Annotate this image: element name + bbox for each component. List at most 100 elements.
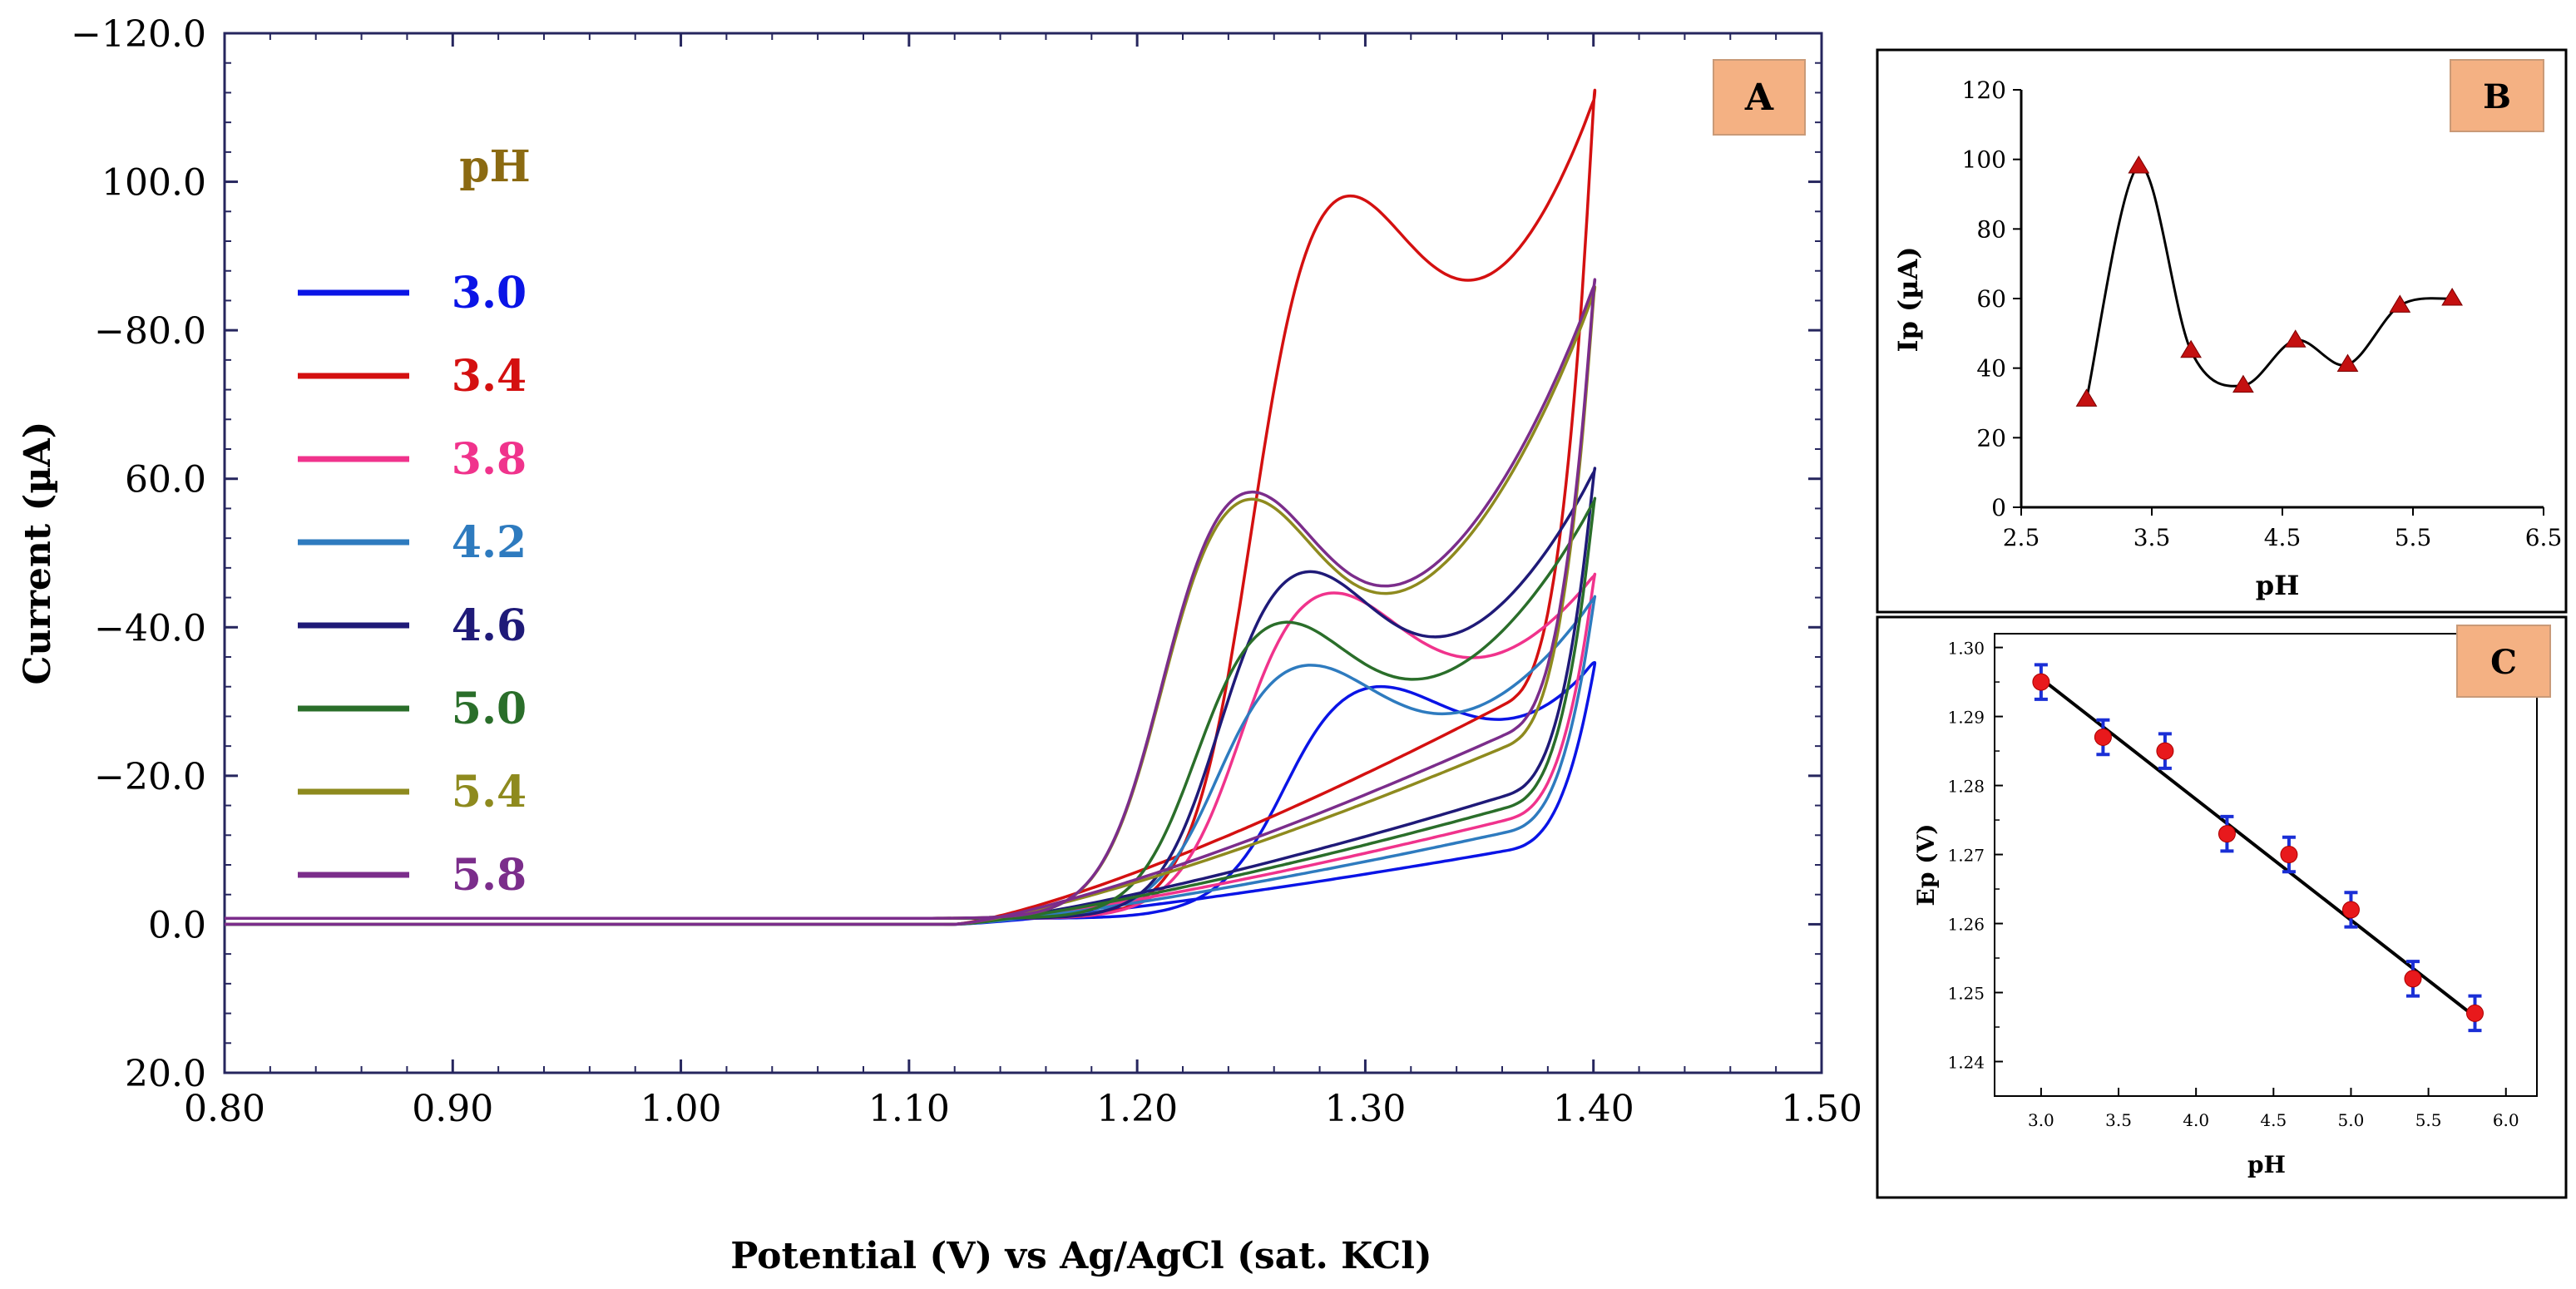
- legend-label: 4.6: [452, 600, 527, 651]
- panel-a-cv-plot: −120.0 100.0 −80.0 60.0 −40.0 −20.0 0.0 20.0 0.…: [17, 13, 1862, 1277]
- y-tick-label: 0.0: [148, 904, 206, 946]
- panel-b-ip-vs-ph: 0 20 40 60 80 100 120 2.5 3.5 4.5 5.5 6.5 B pH Ip …: [1876, 48, 2568, 614]
- panel-a-tick-marks: [223, 32, 1823, 1074]
- y-tick-label: 60: [1976, 285, 2006, 313]
- x-tick-label: 3.0: [2028, 1110, 2054, 1130]
- x-tick-label: 4.0: [2183, 1110, 2209, 1130]
- data-marker: [2280, 846, 2298, 864]
- y-tick-label: 40: [1976, 355, 2006, 383]
- y-tick-label: −40.0: [94, 607, 206, 649]
- panel-a-plot-frame: [223, 32, 1823, 1074]
- data-marker: [2465, 1004, 2484, 1022]
- panel-c-plot-frame: [1994, 633, 2538, 1097]
- panel-a-voltammograms: [224, 88, 1597, 926]
- x-tick-label: 0.80: [184, 1088, 265, 1130]
- x-tick-label: 2.5: [2003, 524, 2040, 551]
- x-tick-label: 5.0: [2338, 1110, 2365, 1130]
- panel-c-axes: [1995, 646, 2507, 1096]
- x-tick-label: 6.5: [2525, 524, 2563, 551]
- panel-c-x-axis-title: pH: [2247, 1151, 2286, 1178]
- y-tick-label: 1.29: [1947, 708, 1985, 728]
- y-tick-label: 1.30: [1947, 639, 1985, 659]
- data-marker: [2075, 388, 2098, 407]
- legend-label: 4.2: [452, 517, 527, 568]
- panel-c-y-axis-title: Ep (V): [1912, 824, 1940, 906]
- panel-c-markers: [2032, 663, 2484, 1033]
- panel-b-y-axis-title: Ip (µA): [1892, 246, 1924, 352]
- panel-a-y-tick-labels: −120.0 100.0 −80.0 60.0 −40.0 −20.0 0.0 20.0: [71, 13, 206, 1095]
- y-tick-label: 20.0: [125, 1053, 206, 1095]
- y-tick-label: 1.27: [1947, 846, 1985, 866]
- panel-b-markers: [2075, 156, 2463, 407]
- data-marker: [2441, 288, 2463, 306]
- panel-b-label: B: [2483, 77, 2511, 116]
- data-marker: [2032, 673, 2050, 691]
- x-tick-label: 4.5: [2260, 1110, 2287, 1130]
- x-tick-label: 3.5: [2105, 1110, 2132, 1130]
- legend-title: pH: [459, 141, 531, 192]
- y-tick-label: −20.0: [94, 756, 206, 798]
- panel-b-frame: [1876, 48, 2568, 614]
- panel-b-x-axis-title: pH: [2256, 570, 2300, 601]
- data-marker: [2128, 156, 2150, 174]
- panel-c-label: C: [2490, 643, 2517, 682]
- data-marker: [2336, 353, 2359, 372]
- y-tick-label: 100.0: [101, 162, 206, 205]
- panel-a-y-axis-title: Current (µA): [17, 422, 59, 685]
- data-marker: [2404, 970, 2422, 988]
- data-marker: [2284, 329, 2307, 348]
- panel-b-label-box: [2450, 59, 2544, 132]
- x-tick-label: 1.20: [1096, 1088, 1178, 1130]
- x-tick-label: 1.10: [868, 1088, 950, 1130]
- data-marker: [2156, 742, 2174, 760]
- legend-label: 3.4: [452, 351, 527, 402]
- x-tick-label: 1.50: [1781, 1088, 1862, 1130]
- legend-label: 5.8: [452, 850, 527, 901]
- x-tick-label: 1.40: [1553, 1088, 1634, 1130]
- y-tick-label: 1.25: [1947, 984, 1985, 1004]
- x-tick-label: 1.30: [1324, 1088, 1406, 1130]
- x-tick-label: 3.5: [2133, 524, 2171, 551]
- panel-c-frame: [1876, 615, 2568, 1199]
- panel-a-legend: 3.0 3.4 3.8 4.2 4.6 5.0 5.4 5.8: [298, 268, 527, 901]
- panel-a-label-box: [1713, 59, 1806, 136]
- panel-a-label: A: [1744, 77, 1774, 119]
- panel-c-y-tick-labels: 1.24 1.25 1.26 1.27 1.28 1.29 1.30: [1947, 639, 1985, 1073]
- data-marker: [2341, 901, 2360, 919]
- y-tick-label: 1.24: [1947, 1053, 1985, 1073]
- panel-c-x-tick-labels: 3.0 3.5 4.0 4.5 5.0 5.5 6.0: [2028, 1110, 2519, 1130]
- x-tick-label: 4.5: [2264, 524, 2302, 551]
- legend-label: 3.0: [452, 268, 527, 319]
- panel-c-fit-line: [2040, 677, 2476, 1019]
- x-tick-label: 0.90: [412, 1088, 493, 1130]
- panel-b-y-tick-labels: 0 20 40 60 80 100 120: [1962, 77, 2006, 521]
- data-marker: [2094, 728, 2112, 746]
- y-tick-label: 1.28: [1947, 777, 1985, 797]
- legend-label: 3.8: [452, 434, 527, 485]
- y-tick-label: 100: [1962, 146, 2006, 174]
- y-tick-label: −80.0: [94, 310, 206, 353]
- data-marker: [2218, 825, 2236, 843]
- data-marker: [2180, 339, 2202, 358]
- cv-curve: [224, 278, 1597, 926]
- panel-a-x-axis-title: Potential (V) vs Ag/AgCl (sat. KCl): [730, 1235, 1432, 1277]
- y-tick-label: 20: [1976, 424, 2006, 452]
- data-marker: [2389, 294, 2411, 313]
- panel-b-x-tick-labels: 2.5 3.5 4.5 5.5 6.5: [2003, 524, 2563, 551]
- legend-label: 5.0: [452, 684, 527, 734]
- panel-c-label-box: [2456, 625, 2551, 698]
- x-tick-label: 6.0: [2493, 1110, 2519, 1130]
- y-tick-label: 0: [1991, 494, 2006, 521]
- legend-label: 5.4: [452, 767, 527, 817]
- panel-b-axes: [2013, 89, 2544, 516]
- y-tick-label: −120.0: [71, 13, 206, 56]
- data-marker: [2232, 374, 2254, 393]
- y-tick-label: 80: [1976, 215, 2006, 243]
- panel-a-x-tick-labels: 0.80 0.90 1.00 1.10 1.20 1.30 1.40 1.50: [184, 1088, 1862, 1130]
- y-tick-label: 120: [1962, 77, 2006, 104]
- y-tick-label: 60.0: [125, 459, 206, 501]
- x-tick-label: 5.5: [2395, 524, 2432, 551]
- y-tick-label: 1.26: [1947, 915, 1985, 935]
